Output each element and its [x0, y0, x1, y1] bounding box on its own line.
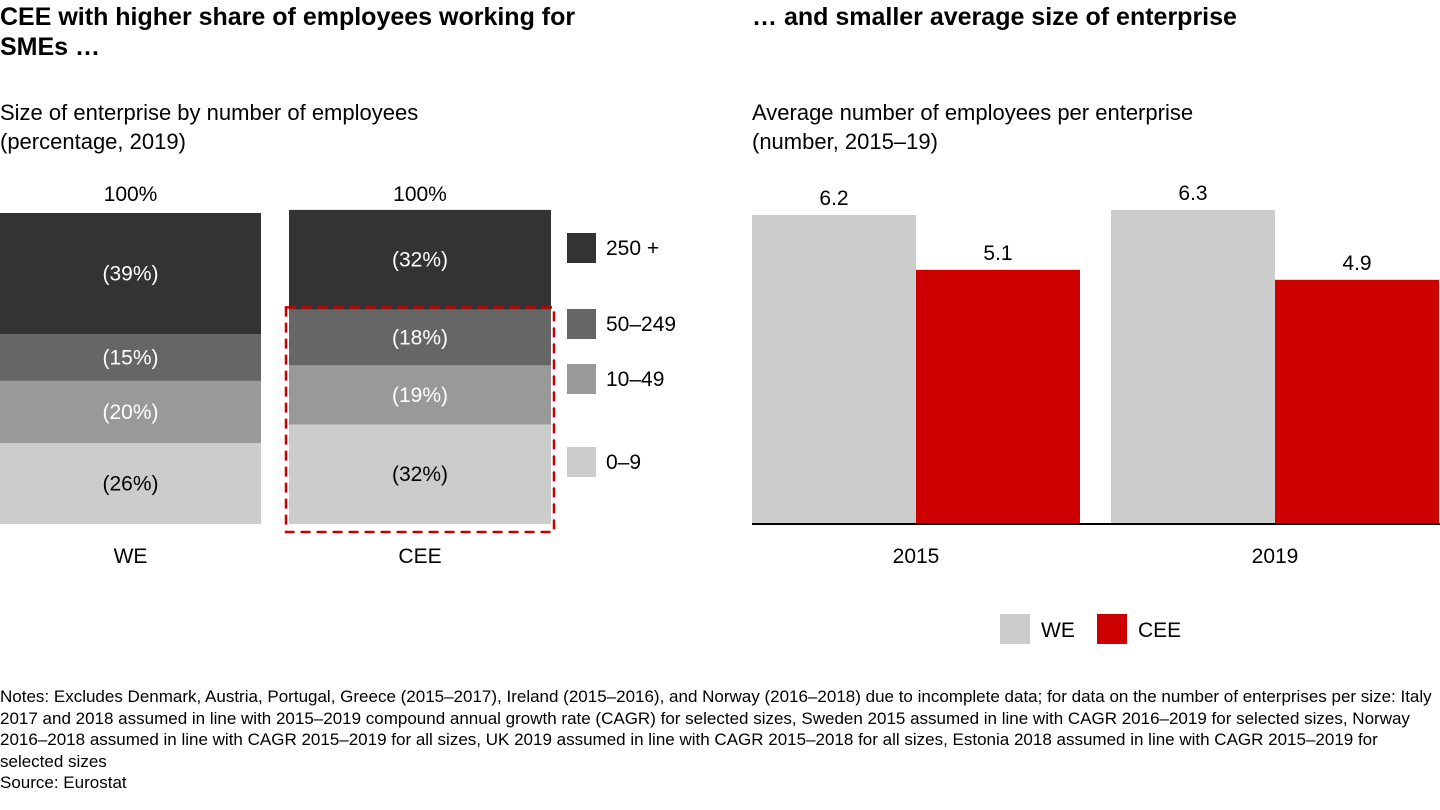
segment-label: (20%) [102, 401, 158, 424]
right-chart-title: … and smaller average size of enterprise [752, 3, 1237, 31]
category-label-2019: 2019 [1252, 545, 1299, 568]
legend-label-we: WE [1041, 619, 1075, 642]
value-label: 5.1 [983, 242, 1012, 265]
grouped-bars [752, 210, 1440, 525]
bar-we-segment-0 [0, 443, 261, 524]
segment-label: (18%) [392, 326, 448, 349]
legend-swatch [567, 233, 596, 263]
value-label: 6.2 [819, 187, 848, 210]
bar-cee-segment-3 [289, 209, 551, 310]
bar-2019-cee [1275, 279, 1439, 524]
grouped-bar-labels: 6.2 5.1 2015 6.3 4.9 2019 [819, 182, 1371, 568]
bar-2019-we [1111, 210, 1275, 525]
legend-label-cee: CEE [1138, 619, 1181, 642]
legend-swatch [567, 309, 596, 339]
stacked-bars [0, 209, 551, 524]
left-chart-subtitle-line2: (percentage, 2019) [0, 129, 186, 154]
bar-we-segment-2 [0, 334, 261, 381]
category-label-we: WE [114, 545, 148, 568]
bar-we-segment-3 [0, 213, 261, 335]
bar-we-segment-1 [0, 380, 261, 444]
bar-cee-segment-2 [289, 309, 551, 366]
segment-label: (15%) [102, 347, 158, 370]
segment-label: (32%) [392, 249, 448, 272]
stacked-bar-chart: (26%) (20%) (15%) (39%) 100% WE (32%) (19%) (18%… [0, 183, 676, 568]
legend-swatch-cee [1097, 614, 1127, 644]
left-chart-subtitle-line1: Size of enterprise by number of employee… [0, 100, 419, 125]
bar-2015-we [752, 215, 916, 524]
segment-label: (39%) [102, 263, 158, 286]
right-chart-subtitle-line2: (number, 2015–19) [752, 129, 938, 154]
total-label: 100% [393, 183, 447, 206]
legend-label: 250 + [606, 237, 659, 260]
category-label-2015: 2015 [893, 545, 940, 568]
bar-cee-segment-0 [289, 424, 551, 524]
legend-swatch [567, 447, 596, 477]
bar-cee-segment-1 [289, 365, 551, 425]
legend-swatch-we [1000, 614, 1030, 644]
segment-label: (19%) [392, 384, 448, 407]
right-chart-subtitle-line1: Average number of employees per enterpri… [752, 100, 1194, 125]
grouped-bar-chart: 6.2 5.1 2015 6.3 4.9 2019 [752, 182, 1440, 568]
value-label: 6.3 [1178, 182, 1207, 205]
total-label: 100% [104, 183, 158, 206]
source-text: Source: Eurostat [0, 773, 127, 792]
grouped-chart-legend: WE CEE [1000, 614, 1181, 644]
value-label: 4.9 [1342, 252, 1371, 275]
stacked-chart-legend: 250 + 50–249 10–49 0–9 [567, 233, 676, 477]
notes-text: Notes: Excludes Denmark, Austria, Portug… [0, 687, 1432, 771]
sme-highlight-box [284, 306, 556, 534]
bar-2015-cee [916, 269, 1080, 524]
stacked-bar-labels: (26%) (20%) (15%) (39%) 100% WE (32%) (19%) (18%… [102, 183, 448, 568]
legend-label: 0–9 [606, 451, 641, 474]
legend-swatch [567, 364, 596, 394]
notes-block: Notes: Excludes Denmark, Austria, Portug… [0, 686, 1440, 794]
category-label-cee: CEE [398, 545, 441, 568]
legend-label: 50–249 [606, 313, 676, 336]
segment-label: (32%) [392, 463, 448, 486]
legend-label: 10–49 [606, 368, 664, 391]
segment-label: (26%) [102, 473, 158, 496]
left-chart-title: CEE with higher share of employees worki… [0, 3, 576, 61]
